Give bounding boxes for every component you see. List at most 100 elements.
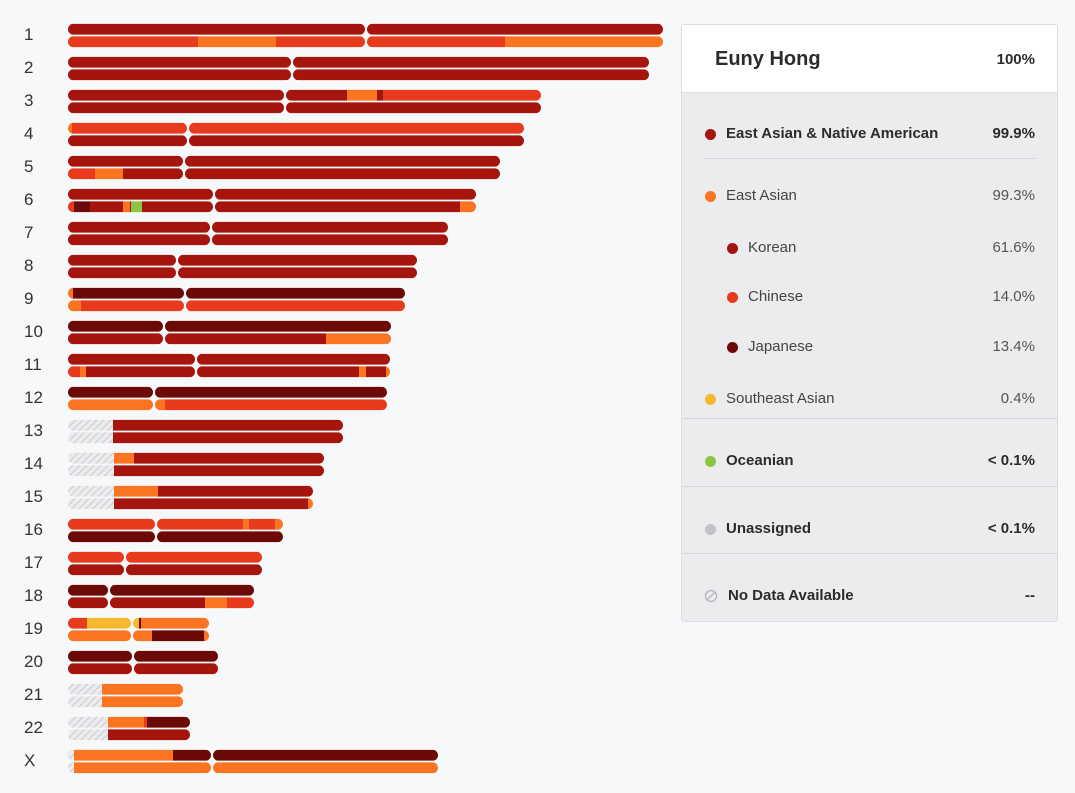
chromosome-copy <box>68 518 283 530</box>
chinese-segment <box>68 201 74 213</box>
east-asian-segment <box>74 749 173 761</box>
chinese-segment <box>68 36 72 48</box>
korean-segment <box>86 366 359 378</box>
southeast-asian-segment <box>131 617 139 629</box>
legend-row: Unassigned < 0.1% <box>682 519 1057 539</box>
chromosome-label: 6 <box>24 190 33 209</box>
chromosome-copy <box>68 432 343 444</box>
chromosome-copy <box>68 135 524 147</box>
legend-label: Oceanian <box>726 452 794 469</box>
chinese-segment <box>68 617 87 629</box>
no-data-icon <box>704 589 718 603</box>
legend-color-dot <box>705 129 716 140</box>
no-data-segment <box>68 716 108 728</box>
oceanian-segment <box>131 201 142 213</box>
chromosome-copy <box>68 564 262 576</box>
legend-label: Chinese <box>748 288 804 305</box>
chromosome-copy <box>68 762 438 774</box>
chromosome-label: 1 <box>24 25 33 44</box>
chromosome-copy <box>68 122 524 134</box>
chromosome-copy <box>68 531 283 543</box>
legend-row: Southeast Asian 0.4% <box>682 389 1057 409</box>
chinese-segment <box>249 518 275 530</box>
chinese-segment <box>383 89 541 101</box>
chromosome-copy <box>68 465 324 477</box>
korean-segment <box>68 267 417 279</box>
chromosome-copy <box>68 663 218 675</box>
chinese-segment <box>68 551 262 563</box>
chromosome-copy <box>68 353 390 365</box>
korean-segment <box>377 89 383 101</box>
east-asian-segment <box>95 168 123 180</box>
chinese-segment <box>276 36 366 48</box>
chromosome-label: 19 <box>24 619 43 638</box>
chromosome-copy <box>68 366 390 378</box>
legend-color-dot <box>727 292 738 303</box>
east-asian-segment <box>68 399 165 411</box>
japanese-segment <box>74 201 90 213</box>
chromosome-copy <box>68 300 405 312</box>
chinese-segment <box>72 122 524 134</box>
east-asian-segment <box>80 366 86 378</box>
chinese-segment <box>72 36 198 48</box>
legend-row: Oceanian < 0.1% <box>682 451 1057 471</box>
korean-segment <box>68 102 541 114</box>
chromosome-label: 9 <box>24 289 33 308</box>
japanese-segment <box>147 716 190 728</box>
korean-segment <box>130 201 131 213</box>
total-percent: 100% <box>996 51 1035 68</box>
chinese-segment <box>68 366 80 378</box>
legend-label: East Asian <box>726 187 797 204</box>
legend-color-dot <box>727 342 738 353</box>
korean-segment <box>68 135 524 147</box>
chromosome-copy <box>68 452 324 464</box>
no-data-segment <box>68 485 114 497</box>
chromosome-copy <box>68 696 183 708</box>
chromosome-copy <box>68 168 500 180</box>
japanese-segment <box>73 287 405 299</box>
korean-segment <box>68 221 448 233</box>
chromosome-copy <box>68 102 541 114</box>
chromosome-label: X <box>24 751 35 770</box>
no-data-segment <box>68 452 114 464</box>
panel-divider <box>682 486 1057 487</box>
east-asian-segment <box>205 597 227 609</box>
korean-segment <box>68 333 326 345</box>
chromosome-copy <box>68 155 500 167</box>
east-asian-segment <box>108 716 144 728</box>
japanese-segment <box>68 531 283 543</box>
chromosome-copy <box>68 234 448 246</box>
east-asian-segment <box>386 366 390 378</box>
chinese-segment <box>81 300 405 312</box>
korean-segment <box>68 254 417 266</box>
panel-divider <box>682 553 1057 554</box>
korean-segment <box>68 564 262 576</box>
chromosome-label: 15 <box>24 487 43 506</box>
east-asian-segment <box>243 518 249 530</box>
chromosome-copy <box>68 650 218 662</box>
chinese-segment <box>144 716 147 728</box>
legend-label: No Data Available <box>728 587 854 604</box>
chromosome-label: 7 <box>24 223 33 242</box>
japanese-segment <box>139 617 141 629</box>
legend-label: Korean <box>748 239 797 256</box>
chinese-segment <box>68 518 243 530</box>
chromosome-copy <box>68 267 417 279</box>
legend-row: Japanese 13.4% <box>682 337 1057 357</box>
east-asian-segment <box>68 630 152 642</box>
korean-segment <box>142 201 214 213</box>
chromosome-copy <box>68 36 663 48</box>
chromosome-copy <box>68 749 438 761</box>
legend-value: 99.3% <box>992 187 1035 204</box>
korean-segment <box>214 201 460 213</box>
no-data-segment <box>68 729 108 741</box>
chromosome-copy <box>68 287 405 299</box>
japanese-segment <box>68 386 387 398</box>
korean-segment <box>366 366 386 378</box>
east-asian-segment <box>460 201 476 213</box>
korean-segment <box>114 465 324 477</box>
chromosome-copy <box>68 551 262 563</box>
legend-row: Korean 61.6% <box>682 238 1057 258</box>
legend-color-dot <box>705 394 716 405</box>
